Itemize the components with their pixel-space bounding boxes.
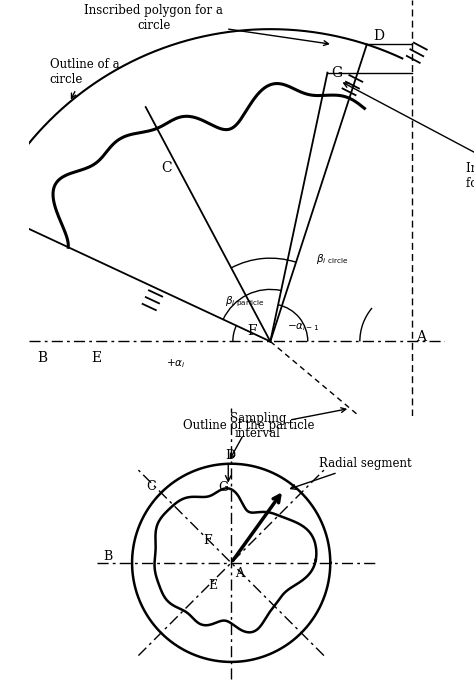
Text: A: A [416, 330, 426, 344]
Text: D: D [225, 449, 236, 462]
Text: $\beta_{i\ \rm particle}$: $\beta_{i\ \rm particle}$ [225, 294, 264, 309]
Text: C: C [162, 161, 172, 175]
Text: Outline of a
circle: Outline of a circle [50, 58, 119, 99]
Text: C: C [146, 480, 156, 493]
Text: G: G [218, 482, 228, 495]
Text: B: B [103, 550, 112, 563]
Text: E: E [208, 579, 217, 592]
Text: F: F [247, 324, 257, 338]
Text: Inscribed polygon for a
circle: Inscribed polygon for a circle [84, 4, 328, 45]
Text: Inscribed polygon
for the particle: Inscribed polygon for the particle [344, 83, 474, 190]
Text: A: A [236, 568, 245, 580]
Text: Outline of the particle: Outline of the particle [183, 418, 314, 459]
Text: $-\alpha_{i-1}$: $-\alpha_{i-1}$ [287, 321, 319, 332]
Text: $\beta_{i\ \rm circle}$: $\beta_{i\ \rm circle}$ [316, 253, 348, 266]
Text: $+\alpha_i$: $+\alpha_i$ [166, 357, 186, 370]
Text: D: D [373, 29, 384, 43]
Text: B: B [37, 351, 47, 365]
Text: F: F [203, 534, 212, 547]
Text: Sampling
interval: Sampling interval [229, 408, 346, 440]
Text: G: G [332, 66, 343, 80]
Text: E: E [91, 351, 101, 365]
Text: Radial segment: Radial segment [291, 457, 411, 489]
